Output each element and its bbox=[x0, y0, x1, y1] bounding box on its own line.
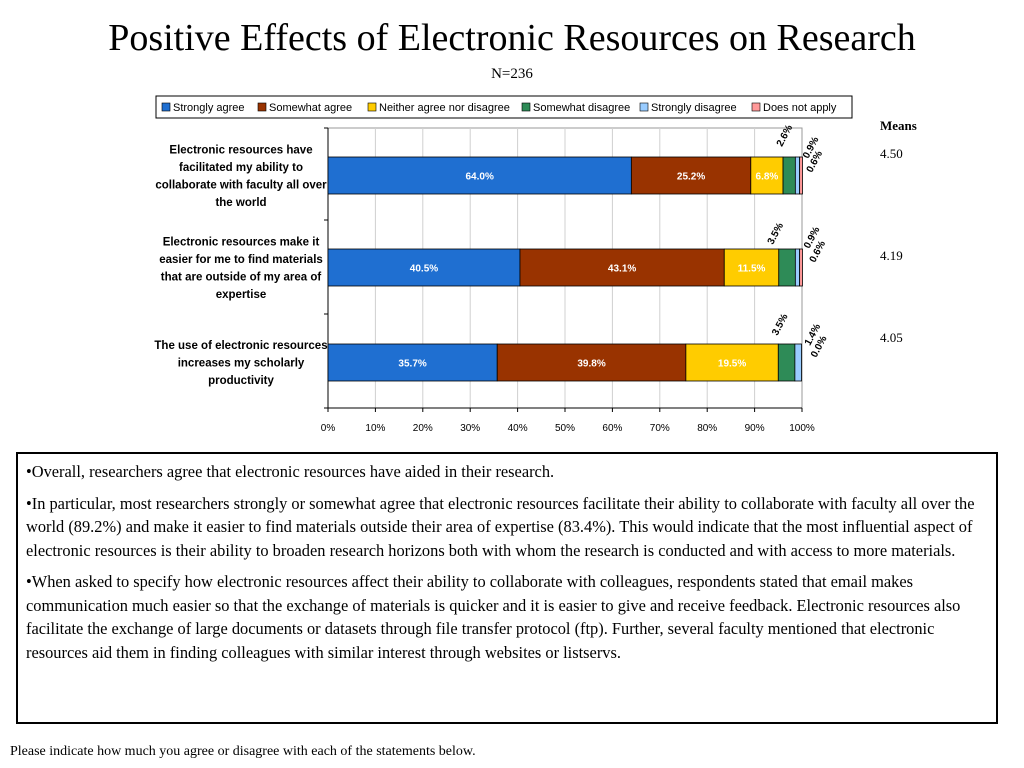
x-tick-label: 90% bbox=[745, 423, 765, 434]
sample-size: N=236 bbox=[491, 66, 533, 82]
stacked-bar-chart: 0% 10% 20% 30% 40% 50% 60% 70% 80% 90% 100% Electro… bbox=[154, 95, 853, 434]
data-label: 19.5% bbox=[718, 359, 746, 370]
category-label: The use of electronic resources increases… bbox=[154, 340, 327, 387]
category-label: Electronic resources have facilitated my … bbox=[155, 144, 327, 209]
bar-segment bbox=[630, 156, 752, 195]
means-header: Means bbox=[880, 118, 917, 133]
page-title: Positive Effects of Electronic Resources… bbox=[108, 17, 916, 59]
x-tick-label: 80% bbox=[697, 423, 717, 434]
bar-segment bbox=[496, 343, 687, 382]
data-label: 11.5% bbox=[738, 264, 766, 275]
x-tick-label: 40% bbox=[508, 423, 528, 434]
legend-swatch bbox=[257, 102, 267, 112]
bar-segment bbox=[750, 156, 784, 195]
summary-bullet-1: •Overall, researchers agree that electro… bbox=[26, 462, 555, 481]
summary-bullet-2: •In particular, most researchers strongl… bbox=[26, 493, 975, 560]
x-tick-label: 0% bbox=[321, 423, 336, 434]
bar-segment bbox=[794, 156, 801, 195]
data-label: 64.0% bbox=[466, 172, 494, 183]
x-tick-label: 10% bbox=[365, 423, 385, 434]
bar-segment bbox=[685, 343, 779, 382]
x-tick-label: 20% bbox=[413, 423, 433, 434]
bar-segment bbox=[794, 248, 801, 287]
bar-segment bbox=[519, 248, 725, 287]
data-label: 43.1% bbox=[608, 264, 636, 275]
legend-label: Does not apply bbox=[763, 102, 837, 114]
summary-box: •Overall, researchers agree that electro… bbox=[16, 452, 998, 724]
footnote: Please indicate how much you agree or di… bbox=[10, 744, 476, 759]
legend-swatch bbox=[751, 102, 761, 112]
mean-value-2: 4.19 bbox=[880, 248, 903, 263]
legend-label: Strongly disagree bbox=[651, 102, 737, 114]
x-tick-label: 60% bbox=[602, 423, 622, 434]
legend-swatch bbox=[639, 102, 649, 112]
legend-swatch bbox=[161, 102, 171, 112]
bar-segment bbox=[327, 248, 521, 287]
x-tick-label: 50% bbox=[555, 423, 575, 434]
bar-segment bbox=[794, 343, 802, 382]
bar-segment bbox=[799, 248, 803, 287]
data-label: 6.8% bbox=[756, 172, 779, 183]
bar-segment bbox=[723, 248, 780, 287]
legend-swatch bbox=[521, 102, 531, 112]
bar-segment bbox=[327, 156, 632, 195]
data-label: 35.7% bbox=[398, 359, 426, 370]
bar-segment bbox=[778, 248, 796, 287]
data-label: 25.2% bbox=[677, 172, 705, 183]
legend-label: Somewhat agree bbox=[269, 102, 352, 114]
data-label: 39.8% bbox=[577, 359, 605, 370]
category-label: Electronic resources make it easier for m… bbox=[159, 236, 323, 301]
mean-value-3: 4.05 bbox=[880, 330, 903, 345]
bar-segment bbox=[782, 156, 796, 195]
bar-segment bbox=[799, 156, 803, 195]
legend bbox=[155, 95, 853, 119]
summary-bullet-3: •When asked to specify how electronic re… bbox=[26, 572, 961, 662]
x-tick-label: 100% bbox=[789, 423, 815, 434]
legend-swatch bbox=[367, 102, 377, 112]
legend-label: Strongly agree bbox=[173, 102, 245, 114]
data-label: 40.5% bbox=[410, 264, 438, 275]
mean-value-1: 4.50 bbox=[880, 146, 903, 161]
legend-label: Somewhat disagree bbox=[533, 102, 630, 114]
x-tick-label: 30% bbox=[460, 423, 480, 434]
x-tick-label: 70% bbox=[650, 423, 670, 434]
bar-segment bbox=[777, 343, 796, 382]
legend-label: Neither agree nor disagree bbox=[379, 102, 510, 114]
